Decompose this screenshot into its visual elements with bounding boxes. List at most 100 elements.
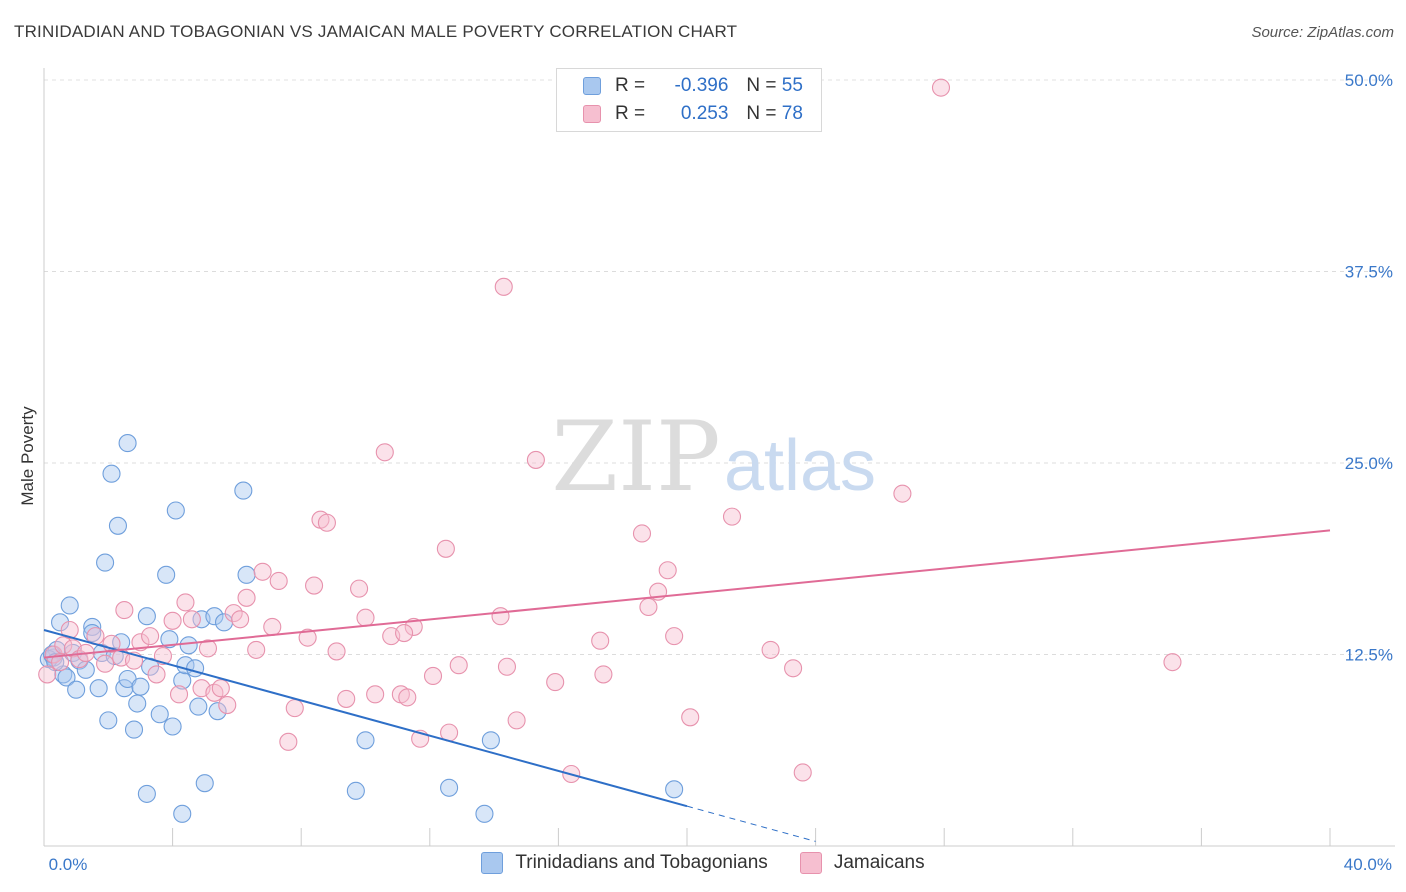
point-jamaican [350, 579, 369, 598]
point-jamaican [404, 617, 423, 636]
y-axis-label: Male Poverty [18, 406, 37, 506]
point-trinidadian [150, 705, 169, 724]
point-jamaican [1163, 653, 1182, 672]
point-jamaican [54, 636, 73, 655]
point-jamaican [491, 607, 510, 626]
point-jamaican [182, 610, 201, 629]
point-jamaican [298, 628, 317, 647]
point-trinidadian [189, 697, 208, 716]
point-jamaican [632, 524, 652, 543]
series-legend-jamaican[interactable]: Jamaicans [799, 852, 925, 874]
point-jamaican [639, 597, 658, 617]
point-trinidadian [205, 607, 224, 626]
legend-r-label: R = [615, 75, 646, 96]
point-jamaican [163, 611, 182, 630]
point-jamaican [449, 656, 468, 675]
point-jamaican [395, 624, 414, 643]
point-jamaican [591, 631, 610, 650]
point-trinidadian [89, 679, 108, 698]
point-trinidadian [124, 720, 144, 739]
point-trinidadian [356, 731, 375, 750]
series-legend-trinidadian[interactable]: Trinidadians and Tobagonians [481, 852, 768, 874]
point-trinidadian [83, 624, 102, 643]
series-name: Trinidadians and Tobagonians [515, 852, 768, 873]
point-jamaican [247, 640, 266, 659]
point-jamaican [44, 645, 63, 664]
point-trinidadian [108, 516, 127, 535]
point-trinidadian [475, 804, 494, 823]
legend-r-value: 0.253 [680, 103, 729, 124]
point-jamaican [366, 685, 385, 704]
point-jamaican [665, 627, 684, 646]
point-trinidadian [163, 717, 182, 736]
point-jamaican [176, 593, 195, 612]
legend-n-label: N = [746, 75, 777, 96]
series-swatch-trinidadian [481, 852, 504, 874]
point-jamaican [436, 539, 455, 558]
series-swatch-jamaican [799, 852, 822, 874]
legend-row-jamaican: R = 0.253 N = 78 [583, 101, 803, 127]
series-name: Jamaicans [833, 852, 925, 873]
point-trinidadian [67, 680, 86, 699]
point-jamaican [198, 639, 218, 658]
point-jamaican [761, 640, 780, 659]
trend-line-extension [686, 805, 816, 842]
point-trinidadian [173, 671, 192, 690]
point-trinidadian [186, 659, 205, 678]
legend-swatch-trinidadian [583, 77, 601, 95]
point-trinidadian [137, 784, 156, 803]
point-trinidadian [57, 668, 76, 687]
x-tick-label: 0.0% [49, 855, 88, 874]
point-jamaican [60, 620, 79, 640]
point-jamaican [305, 576, 324, 595]
point-trinidadian [102, 464, 121, 483]
point-trinidadian [131, 677, 150, 696]
chart-title: TRINIDADIAN AND TOBAGONIAN VS JAMAICAN M… [14, 22, 738, 41]
point-jamaican [153, 646, 173, 666]
series-legend: Trinidadians and Tobagonians Jamaicans [0, 852, 1406, 874]
point-jamaican [218, 696, 237, 715]
point-jamaican [115, 601, 134, 620]
trend-lines [43, 529, 1331, 842]
y-tick-label: 37.5% [1345, 263, 1393, 282]
data-points [38, 78, 1182, 823]
point-jamaican [147, 665, 166, 684]
point-trinidadian [208, 702, 227, 721]
trend-line-trinidadian [43, 629, 688, 808]
point-jamaican [784, 659, 803, 678]
point-trinidadian [440, 778, 459, 797]
point-trinidadian [179, 636, 198, 655]
source-label: Source: ZipAtlas.com [1251, 24, 1394, 41]
point-jamaican [398, 688, 417, 707]
point-jamaican [658, 561, 677, 580]
point-jamaican [497, 657, 517, 676]
point-trinidadian [157, 565, 176, 584]
y-tick-label: 50.0% [1345, 71, 1393, 90]
point-trinidadian [346, 781, 365, 800]
point-trinidadian [173, 804, 192, 823]
point-jamaican [722, 507, 742, 526]
legend-row-trinidadian: R = -0.396 N = 55 [583, 73, 803, 99]
point-jamaican [594, 665, 613, 684]
legend-swatch-jamaican [583, 105, 601, 123]
point-jamaican [507, 711, 526, 730]
point-trinidadian [166, 501, 185, 520]
legend-n-value: 78 [781, 103, 803, 124]
y-tick-label: 12.5% [1345, 646, 1393, 665]
point-jamaican [263, 617, 282, 636]
point-trinidadian [118, 434, 137, 453]
point-trinidadian [195, 774, 214, 793]
x-tick-label: 40.0% [1344, 855, 1392, 874]
point-trinidadian [665, 780, 684, 799]
point-jamaican [526, 450, 545, 469]
watermark: ZIP atlas [551, 401, 876, 513]
point-jamaican [285, 699, 304, 718]
point-jamaican [327, 642, 346, 661]
point-jamaican [279, 732, 298, 751]
point-jamaican [893, 484, 912, 503]
watermark-atlas: atlas [724, 426, 876, 506]
point-jamaican [494, 277, 513, 296]
point-jamaican [423, 666, 443, 685]
point-jamaican [231, 610, 250, 629]
